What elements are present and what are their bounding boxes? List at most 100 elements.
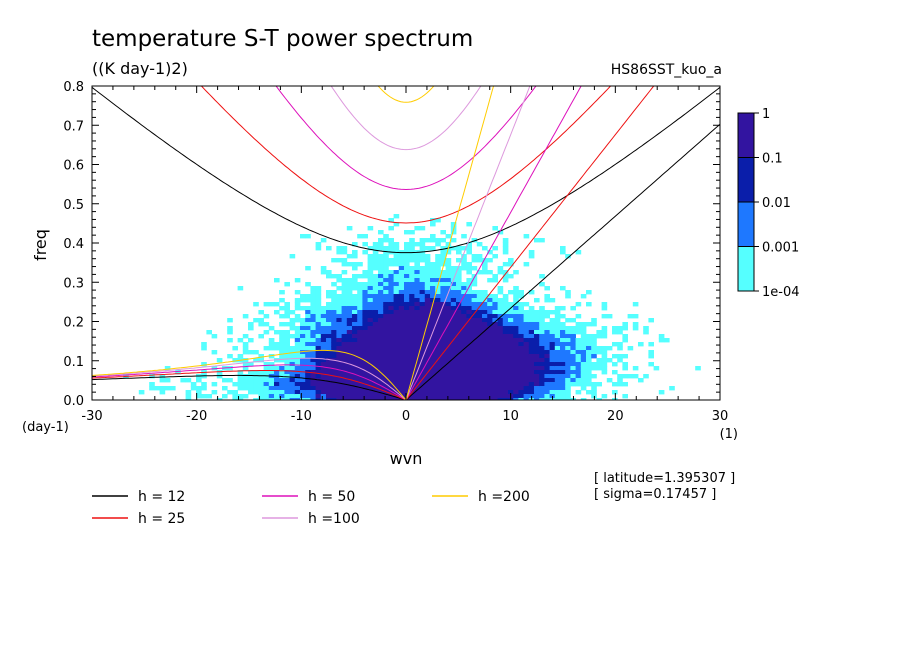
heat-cell [461,326,467,331]
heat-cell [523,318,530,323]
heat-cell [305,398,311,400]
heat-cell [346,390,353,395]
heat-cell [419,282,426,287]
heat-cell [544,310,550,315]
heat-cell [424,270,431,275]
heat-cell [560,378,566,383]
heat-cell [487,270,493,275]
heat-cell [523,334,530,339]
heat-cell [352,282,358,287]
heat-cell [300,294,306,299]
heat-cell [268,382,275,387]
heat-cell [357,358,363,363]
heat-cell [367,398,374,400]
heat-cell [502,298,509,303]
heat-cell [466,362,472,367]
heat-cell [487,370,493,375]
heat-cell [336,306,342,311]
heat-cell [580,346,587,351]
heat-cell [300,330,306,335]
heat-cell [362,298,368,303]
heat-cell [435,218,441,223]
heat-cell [492,306,498,311]
heat-cell [362,374,368,379]
heat-cell [539,310,545,315]
heat-cell [367,374,374,379]
heat-cell [461,330,467,335]
heat-cell [305,310,311,315]
heat-cell [482,394,488,399]
heat-cell [440,250,446,255]
heat-cell [549,350,556,355]
heat-cell [612,370,618,375]
heat-cell [201,386,207,391]
heat-cell [268,378,275,383]
heat-cell [315,286,322,291]
heat-cell [404,374,410,379]
heat-cell [383,354,389,359]
heat-cell [528,334,535,339]
heat-cell [346,374,353,379]
heat-cell [508,262,514,267]
heat-cell [237,382,244,387]
heat-cell [482,382,488,387]
heat-cell [227,366,233,371]
heat-cell [409,342,415,347]
heat-cell [622,354,628,359]
heat-cell [279,394,285,399]
heat-cell [430,306,436,311]
heat-cell [528,314,535,319]
heat-cell [393,374,400,379]
heat-cell [409,350,415,355]
heat-cell [450,390,457,395]
heat-cell [357,286,363,291]
heat-cell [450,322,457,327]
heat-cell [237,378,244,383]
heat-cell [461,282,467,287]
heat-cell [346,398,353,400]
heat-cell [622,326,628,331]
heat-cell [586,358,592,363]
heat-cell [450,270,457,275]
heat-cell [341,338,348,343]
heat-cell [544,326,550,331]
heat-cell [518,366,524,371]
heat-cell [372,302,379,307]
heat-cell [497,286,504,291]
heat-cell [352,346,358,351]
heat-cell [398,314,405,319]
heat-cell [383,362,389,367]
heat-cell [352,318,358,323]
heat-cell [263,302,270,307]
heat-cell [476,326,483,331]
heat-cell [487,258,493,263]
heat-cell [424,318,431,323]
heat-cell [404,322,410,327]
heat-cell [216,358,223,363]
heat-cell [284,350,290,355]
heat-cell [383,334,389,339]
heat-cell [518,314,524,319]
heat-cell [393,246,400,251]
heat-cell [294,342,301,347]
heat-cell [404,318,410,323]
heat-cell [570,378,576,383]
heat-cell [539,322,545,327]
heat-cell [445,398,452,400]
heat-cell [388,242,394,247]
heat-cell [419,366,426,371]
heat-cell [404,326,410,331]
heat-cell [466,370,472,375]
heat-cell [435,306,441,311]
heat-cell [149,382,155,387]
heat-cell [378,358,384,363]
heat-cell [440,366,446,371]
heat-cell [440,358,446,363]
heat-cell [424,314,431,319]
heat-cell [258,310,264,315]
heat-cell [248,378,254,383]
heat-cell [196,386,202,391]
heat-cell [518,386,524,391]
heat-cell [565,374,571,379]
heat-cell [466,266,472,271]
